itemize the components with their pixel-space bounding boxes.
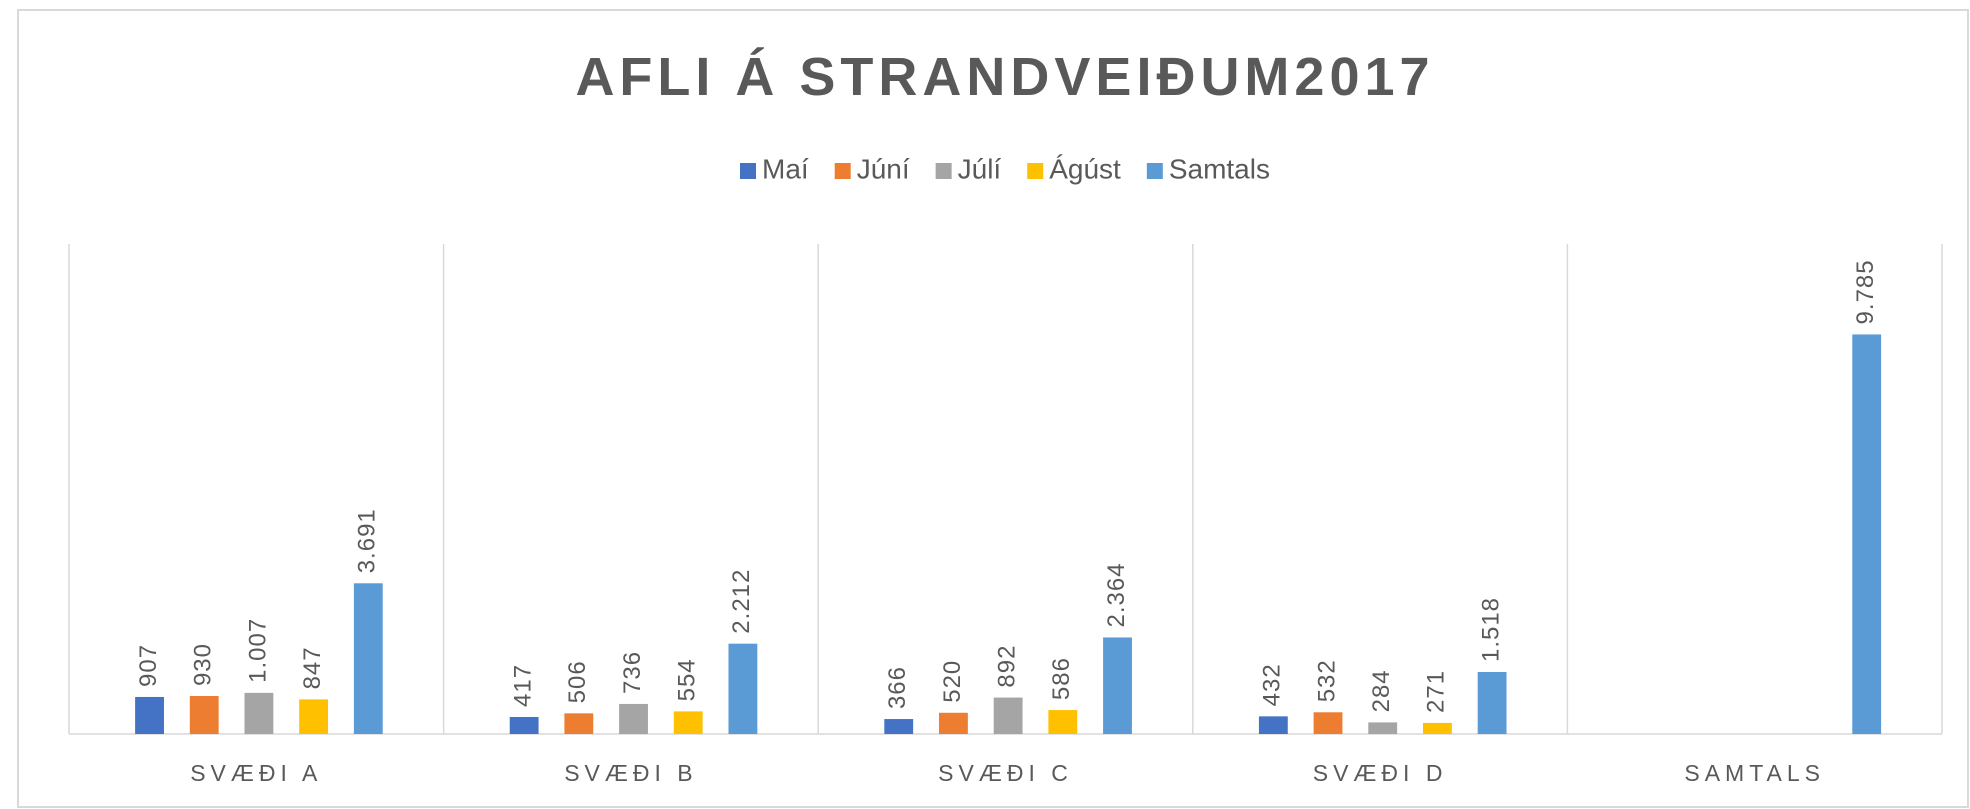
data-label: 586 xyxy=(1048,657,1075,700)
data-label: 284 xyxy=(1368,669,1395,712)
data-label: 554 xyxy=(674,658,701,701)
legend-swatch xyxy=(1027,163,1044,179)
bar xyxy=(619,703,648,734)
data-label: 847 xyxy=(299,646,326,689)
bar xyxy=(1048,710,1078,734)
bar xyxy=(1422,722,1452,734)
legend-swatch xyxy=(935,163,952,179)
data-label: 736 xyxy=(619,651,646,694)
chart-title: AFLI Á STRANDVEIÐUM2017 xyxy=(575,47,1434,107)
data-label: 366 xyxy=(884,666,911,709)
bar xyxy=(673,711,703,734)
data-label: 930 xyxy=(190,643,217,686)
legend-label: Júlí xyxy=(958,153,1002,184)
legend-swatch xyxy=(1146,163,1163,179)
x-tick-label: SVÆÐI C xyxy=(938,760,1073,786)
x-tick-label: SAMTALS xyxy=(1684,760,1825,786)
data-label: 506 xyxy=(564,660,591,703)
x-tick-label: SVÆÐI B xyxy=(564,760,697,786)
data-label: 520 xyxy=(939,660,966,703)
data-label: 3.691 xyxy=(354,508,381,573)
legend-label: Samtals xyxy=(1169,153,1270,184)
bar xyxy=(299,699,329,734)
data-label: 9.785 xyxy=(1852,259,1879,324)
x-tick-label: SVÆÐI A xyxy=(190,760,322,786)
chart-frame xyxy=(17,9,1969,808)
legend: Maí Júní Júlí Ágúst Samtals xyxy=(740,153,1270,184)
bar xyxy=(1258,716,1288,734)
legend-swatch xyxy=(740,163,757,179)
bar xyxy=(135,696,164,734)
bar xyxy=(244,692,274,734)
legend-swatch xyxy=(834,163,851,179)
legend-label: Ágúst xyxy=(1049,153,1121,184)
data-label: 2.364 xyxy=(1103,562,1130,627)
bar xyxy=(1477,672,1507,734)
bar xyxy=(1103,637,1132,734)
data-label: 2.212 xyxy=(728,569,755,634)
bar xyxy=(939,712,968,734)
data-label: 532 xyxy=(1313,659,1340,702)
legend-label: Maí xyxy=(762,153,809,184)
bar xyxy=(993,697,1023,734)
bar xyxy=(509,716,539,734)
bar xyxy=(1313,712,1343,734)
data-label: 417 xyxy=(509,664,536,707)
bar xyxy=(353,583,383,734)
legend-label: Júní xyxy=(857,153,910,184)
data-label: 1.518 xyxy=(1477,597,1504,662)
data-label: 907 xyxy=(135,644,162,687)
bar xyxy=(1852,334,1882,734)
bar xyxy=(728,643,758,734)
data-label: 271 xyxy=(1423,670,1450,713)
bar xyxy=(1368,722,1398,734)
data-label: 892 xyxy=(993,645,1020,688)
data-label: 432 xyxy=(1259,663,1286,706)
bar xyxy=(189,696,219,734)
data-label: 1.007 xyxy=(244,618,271,683)
bar xyxy=(564,713,594,734)
bar xyxy=(884,719,914,734)
x-tick-label: SVÆÐI D xyxy=(1313,760,1448,786)
